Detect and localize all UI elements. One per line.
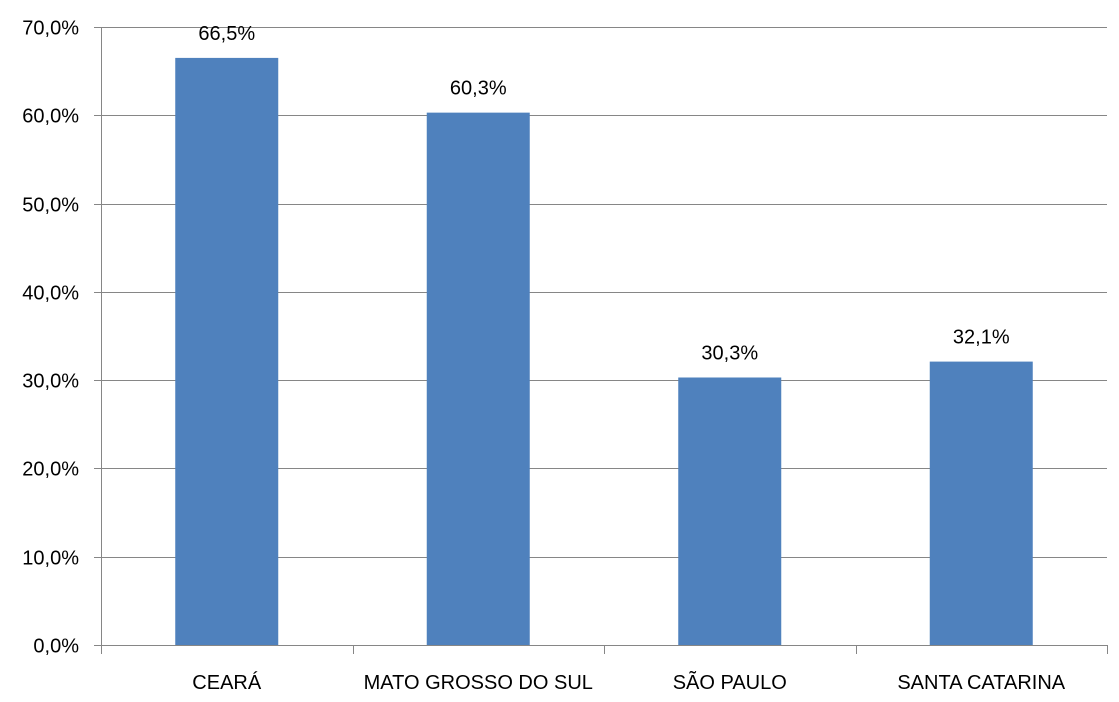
x-category-label: CEARÁ	[192, 671, 262, 694]
bar-value-label: 60,3%	[450, 78, 507, 100]
bar-value-label: 32,1%	[953, 327, 1010, 349]
y-tick-label: 70,0%	[22, 18, 79, 40]
bar-value-label: 30,3%	[701, 342, 758, 364]
bar	[175, 57, 279, 645]
y-tick-label: 20,0%	[22, 459, 79, 481]
x-category-label: MATO GROSSO DO SUL	[364, 672, 593, 694]
y-tick-label: 30,0%	[22, 371, 79, 393]
bars	[175, 57, 1033, 645]
bar	[426, 112, 530, 645]
y-tick-label: 10,0%	[22, 548, 79, 570]
bar	[678, 377, 782, 645]
y-tick-label: 50,0%	[22, 195, 79, 217]
labels: 0,0% 10,0% 20,0% 30,0% 40,0% 50,0% 60,0% 70,0% 6…	[22, 18, 1066, 695]
x-category-label: SANTA CATARINA	[897, 672, 1065, 694]
y-tick-label: 60,0%	[22, 106, 79, 128]
axes	[94, 27, 1108, 654]
y-tick-label: 40,0%	[22, 283, 79, 305]
bar-value-label: 66,5%	[198, 23, 255, 45]
x-category-label: SÃO PAULO	[673, 670, 787, 694]
bar	[929, 361, 1033, 645]
y-tick-label: 0,0%	[33, 636, 79, 658]
